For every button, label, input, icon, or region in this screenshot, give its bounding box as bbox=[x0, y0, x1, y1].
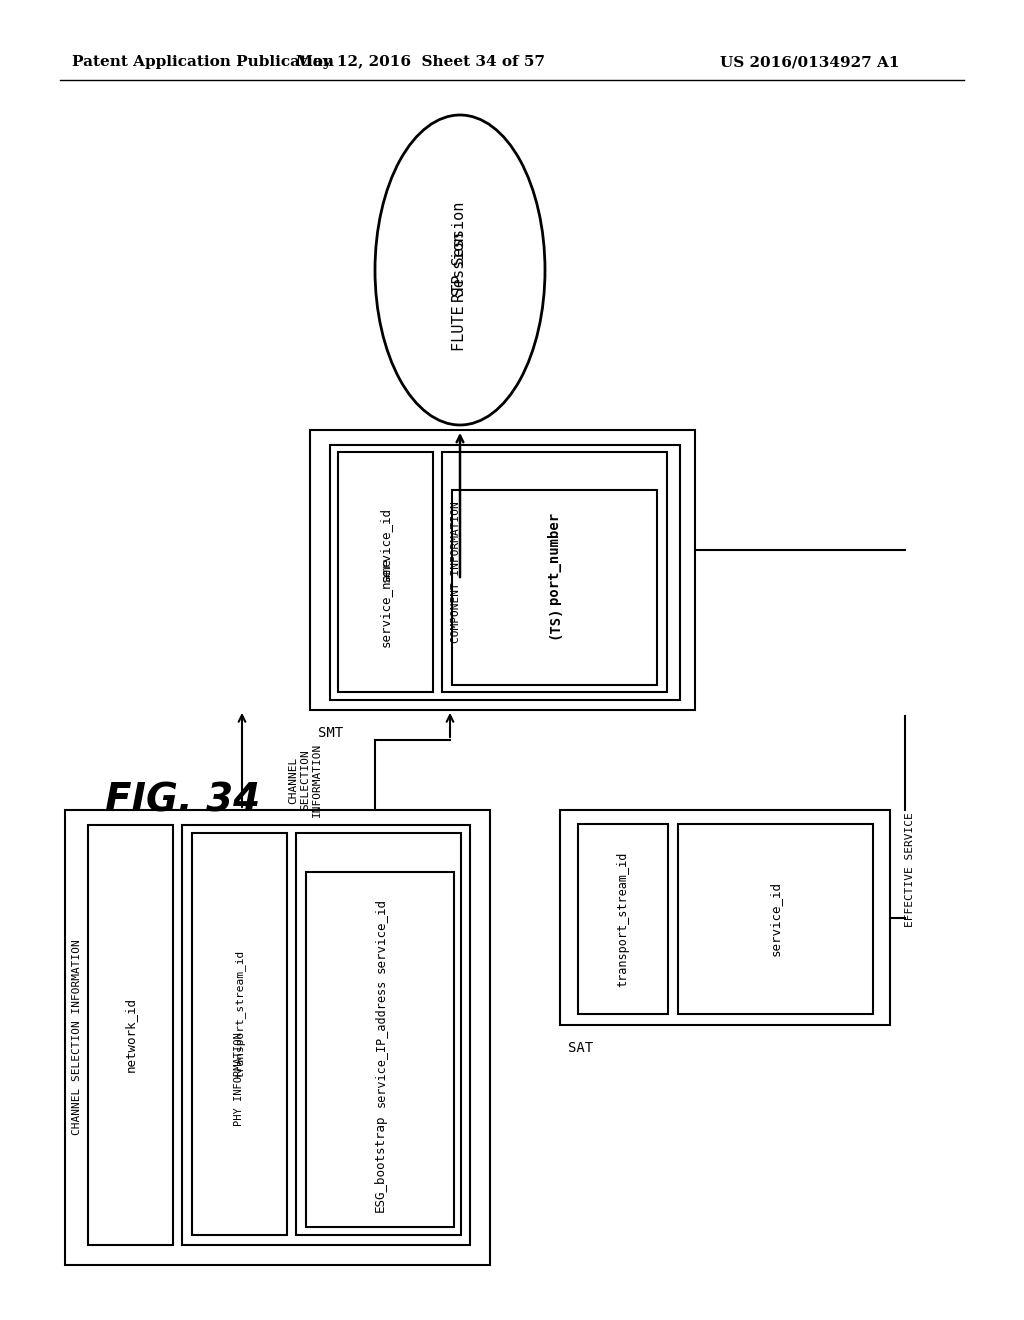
Bar bbox=[65, 810, 490, 1265]
Bar bbox=[193, 833, 287, 1236]
Bar bbox=[182, 825, 470, 1245]
Ellipse shape bbox=[375, 115, 545, 425]
Text: transport_stream_id: transport_stream_id bbox=[234, 950, 245, 1078]
Text: Patent Application Publication: Patent Application Publication bbox=[72, 55, 334, 69]
Text: CHANNEL
SELECTION
INFORMATION: CHANNEL SELECTION INFORMATION bbox=[289, 743, 322, 817]
Bar bbox=[296, 833, 461, 1236]
Text: service_id: service_id bbox=[374, 899, 386, 973]
Text: port_number: port_number bbox=[548, 511, 561, 603]
Text: PHY INFORMATION: PHY INFORMATION bbox=[234, 1032, 245, 1126]
Text: EFFECTIVE SERVICE: EFFECTIVE SERVICE bbox=[905, 813, 915, 928]
Bar bbox=[88, 825, 173, 1245]
Text: (TS): (TS) bbox=[548, 606, 561, 639]
Text: FIG. 34: FIG. 34 bbox=[105, 781, 260, 818]
Text: service_IP_address: service_IP_address bbox=[374, 978, 386, 1106]
Bar bbox=[442, 451, 667, 692]
Text: service_id: service_id bbox=[379, 507, 392, 582]
Text: CHANNEL SELECTION INFORMATION: CHANNEL SELECTION INFORMATION bbox=[72, 940, 82, 1135]
Bar bbox=[578, 824, 668, 1014]
Bar bbox=[338, 451, 433, 692]
Text: SMT: SMT bbox=[318, 726, 343, 741]
Text: SAT: SAT bbox=[568, 1041, 593, 1055]
Bar bbox=[306, 873, 454, 1228]
Text: ESG_bootstrap: ESG_bootstrap bbox=[374, 1114, 386, 1212]
Bar bbox=[678, 824, 873, 1014]
Bar bbox=[310, 430, 695, 710]
Text: US 2016/0134927 A1: US 2016/0134927 A1 bbox=[720, 55, 899, 69]
Text: FLUTE Session: FLUTE Session bbox=[453, 232, 468, 351]
Text: network_id: network_id bbox=[124, 998, 137, 1072]
Bar bbox=[560, 810, 890, 1026]
Bar bbox=[330, 445, 680, 700]
Text: service_id: service_id bbox=[769, 882, 782, 957]
Text: transport_stream_id: transport_stream_id bbox=[616, 851, 630, 986]
Bar bbox=[452, 490, 657, 685]
Text: May 12, 2016  Sheet 34 of 57: May 12, 2016 Sheet 34 of 57 bbox=[296, 55, 545, 69]
Text: service_name: service_name bbox=[379, 557, 392, 647]
Text: COMPONENT INFORMATION: COMPONENT INFORMATION bbox=[451, 502, 461, 643]
Text: RTP Session: RTP Session bbox=[453, 202, 468, 302]
